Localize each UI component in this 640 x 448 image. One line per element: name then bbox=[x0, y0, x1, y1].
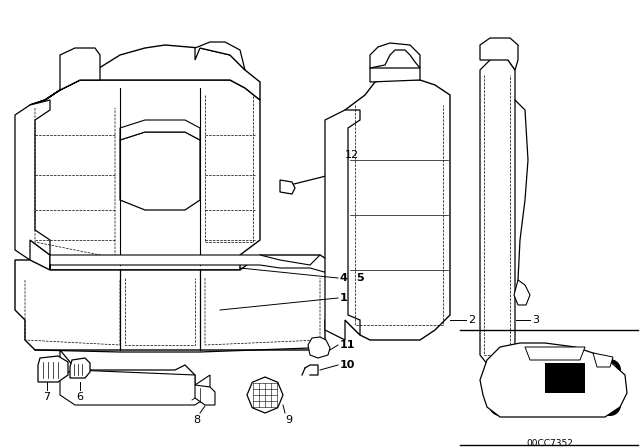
Polygon shape bbox=[195, 42, 245, 70]
Polygon shape bbox=[480, 343, 627, 417]
Polygon shape bbox=[280, 180, 295, 194]
Text: 7: 7 bbox=[44, 392, 51, 402]
Polygon shape bbox=[308, 337, 330, 358]
Polygon shape bbox=[545, 363, 585, 393]
Polygon shape bbox=[60, 370, 210, 405]
Text: 10: 10 bbox=[340, 360, 355, 370]
Polygon shape bbox=[480, 55, 515, 370]
Text: 8: 8 bbox=[193, 415, 200, 425]
Polygon shape bbox=[120, 132, 200, 210]
Text: 6: 6 bbox=[77, 392, 83, 402]
Circle shape bbox=[489, 394, 511, 416]
Polygon shape bbox=[247, 377, 283, 413]
Polygon shape bbox=[370, 43, 420, 68]
Polygon shape bbox=[50, 255, 335, 275]
Polygon shape bbox=[60, 350, 195, 395]
Polygon shape bbox=[120, 120, 200, 140]
Polygon shape bbox=[195, 385, 215, 405]
Circle shape bbox=[603, 363, 617, 377]
Text: 4: 4 bbox=[340, 273, 348, 283]
Polygon shape bbox=[525, 347, 585, 360]
Text: 3: 3 bbox=[532, 315, 539, 325]
Polygon shape bbox=[60, 48, 100, 90]
Text: 12: 12 bbox=[345, 150, 359, 160]
Circle shape bbox=[493, 398, 507, 412]
Polygon shape bbox=[593, 353, 613, 367]
Polygon shape bbox=[70, 358, 90, 378]
Polygon shape bbox=[330, 170, 348, 182]
Circle shape bbox=[599, 359, 621, 381]
Circle shape bbox=[489, 359, 511, 381]
Text: 5: 5 bbox=[356, 273, 364, 283]
Polygon shape bbox=[345, 78, 450, 340]
Polygon shape bbox=[480, 38, 518, 70]
Polygon shape bbox=[514, 280, 530, 305]
Circle shape bbox=[599, 394, 621, 416]
Circle shape bbox=[493, 363, 507, 377]
Polygon shape bbox=[15, 255, 335, 350]
Polygon shape bbox=[370, 68, 420, 82]
Polygon shape bbox=[30, 45, 260, 105]
Circle shape bbox=[603, 398, 617, 412]
Polygon shape bbox=[15, 100, 50, 260]
Text: 2: 2 bbox=[468, 315, 475, 325]
Text: 1: 1 bbox=[340, 293, 348, 303]
Polygon shape bbox=[38, 356, 68, 382]
Text: 11: 11 bbox=[340, 340, 355, 350]
Polygon shape bbox=[325, 110, 360, 340]
Polygon shape bbox=[30, 80, 260, 270]
Text: 9: 9 bbox=[285, 415, 292, 425]
Text: 00CC7352: 00CC7352 bbox=[527, 439, 573, 448]
